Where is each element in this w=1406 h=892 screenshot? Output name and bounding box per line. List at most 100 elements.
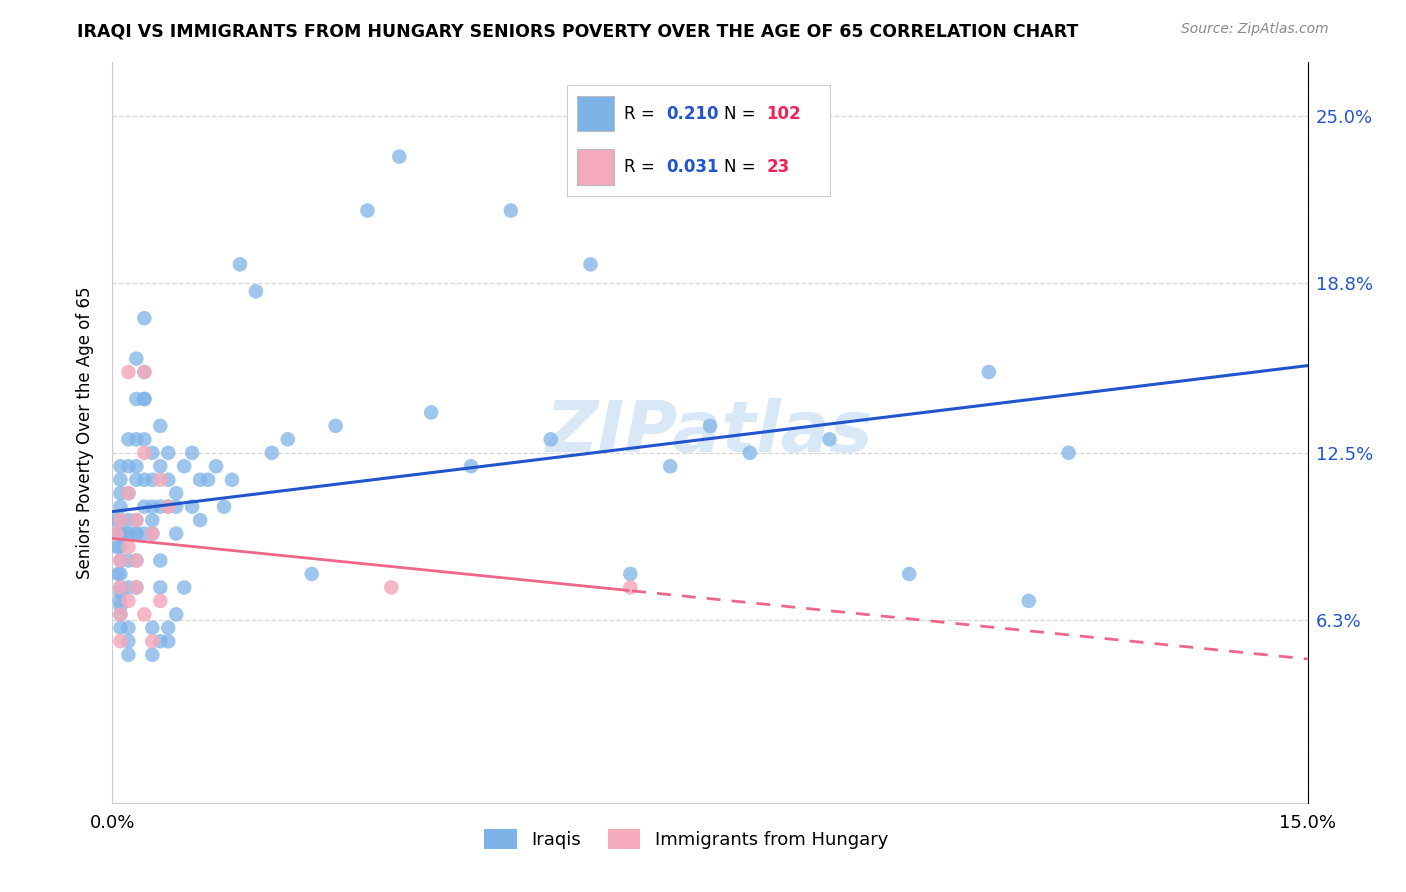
Point — [110, 486, 132, 500]
Point — [1057, 446, 1080, 460]
Point — [134, 311, 156, 326]
Point — [149, 459, 172, 474]
Point — [110, 513, 132, 527]
Point — [105, 513, 128, 527]
Point — [125, 553, 148, 567]
Text: IRAQI VS IMMIGRANTS FROM HUNGARY SENIORS POVERTY OVER THE AGE OF 65 CORRELATION : IRAQI VS IMMIGRANTS FROM HUNGARY SENIORS… — [77, 22, 1078, 40]
Point — [110, 581, 132, 595]
Point — [117, 540, 139, 554]
Point — [157, 634, 180, 648]
Point — [134, 607, 156, 622]
Point — [188, 513, 211, 527]
Point — [818, 433, 841, 447]
Point — [157, 500, 180, 514]
Point — [110, 513, 132, 527]
Point — [157, 473, 180, 487]
Point — [165, 607, 187, 622]
Point — [110, 553, 132, 567]
Point — [149, 594, 172, 608]
Point — [420, 405, 443, 419]
Point — [141, 526, 163, 541]
Point — [134, 392, 156, 406]
Point — [125, 581, 148, 595]
Point — [173, 581, 195, 595]
Point — [245, 285, 267, 299]
Point — [738, 446, 761, 460]
Point — [173, 459, 195, 474]
Point — [356, 203, 378, 218]
Point — [125, 351, 148, 366]
Point — [141, 526, 163, 541]
Point — [110, 581, 132, 595]
Point — [157, 621, 180, 635]
Point — [188, 473, 211, 487]
Point — [212, 500, 235, 514]
Point — [105, 526, 128, 541]
Point — [540, 433, 562, 447]
Point — [108, 594, 131, 608]
Text: ZIPatlas: ZIPatlas — [547, 398, 873, 467]
Point — [149, 500, 172, 514]
Point — [181, 500, 204, 514]
Point — [977, 365, 1000, 379]
Point — [149, 634, 172, 648]
Point — [125, 473, 148, 487]
Point — [117, 594, 139, 608]
Point — [141, 621, 163, 635]
Point — [117, 581, 139, 595]
Point — [141, 473, 163, 487]
Point — [117, 553, 139, 567]
Point — [110, 553, 132, 567]
Point — [149, 473, 172, 487]
Point — [134, 433, 156, 447]
Point — [134, 365, 156, 379]
Point — [157, 446, 180, 460]
Point — [134, 526, 156, 541]
Point — [229, 257, 252, 271]
Point — [110, 500, 132, 514]
Point — [125, 513, 148, 527]
Point — [125, 513, 148, 527]
Point — [110, 599, 132, 614]
Point — [141, 648, 163, 662]
Point — [117, 433, 139, 447]
Point — [149, 553, 172, 567]
Point — [141, 634, 163, 648]
Point — [260, 446, 283, 460]
Point — [125, 392, 148, 406]
Point — [117, 486, 139, 500]
Point — [125, 581, 148, 595]
Point — [110, 526, 132, 541]
Point — [134, 473, 156, 487]
Point — [125, 459, 148, 474]
Point — [141, 446, 163, 460]
Point — [134, 365, 156, 379]
Point — [110, 540, 132, 554]
Point — [205, 459, 228, 474]
Point — [125, 526, 148, 541]
Y-axis label: Seniors Poverty Over the Age of 65: Seniors Poverty Over the Age of 65 — [76, 286, 94, 579]
Point — [117, 634, 139, 648]
Point — [110, 607, 132, 622]
Point — [301, 566, 323, 581]
Point — [117, 513, 139, 527]
Point — [134, 500, 156, 514]
Legend: Iraqis, Immigrants from Hungary: Iraqis, Immigrants from Hungary — [477, 822, 896, 856]
Point — [110, 459, 132, 474]
Point — [221, 473, 243, 487]
Point — [141, 513, 163, 527]
Point — [165, 500, 187, 514]
Point — [125, 553, 148, 567]
Point — [149, 418, 172, 433]
Point — [659, 459, 682, 474]
Point — [110, 473, 132, 487]
Point — [388, 150, 411, 164]
Point — [117, 526, 139, 541]
Point — [197, 473, 219, 487]
Point — [110, 607, 132, 622]
Point — [134, 446, 156, 460]
Point — [619, 581, 641, 595]
Point — [898, 566, 921, 581]
Point — [105, 540, 128, 554]
Point — [110, 621, 132, 635]
